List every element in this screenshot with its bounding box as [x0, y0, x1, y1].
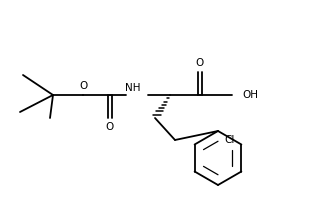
Text: NH: NH — [125, 83, 141, 93]
Text: OH: OH — [242, 90, 258, 100]
Text: O: O — [196, 58, 204, 68]
Text: O: O — [79, 81, 87, 91]
Text: O: O — [106, 122, 114, 132]
Text: Cl: Cl — [224, 135, 234, 145]
